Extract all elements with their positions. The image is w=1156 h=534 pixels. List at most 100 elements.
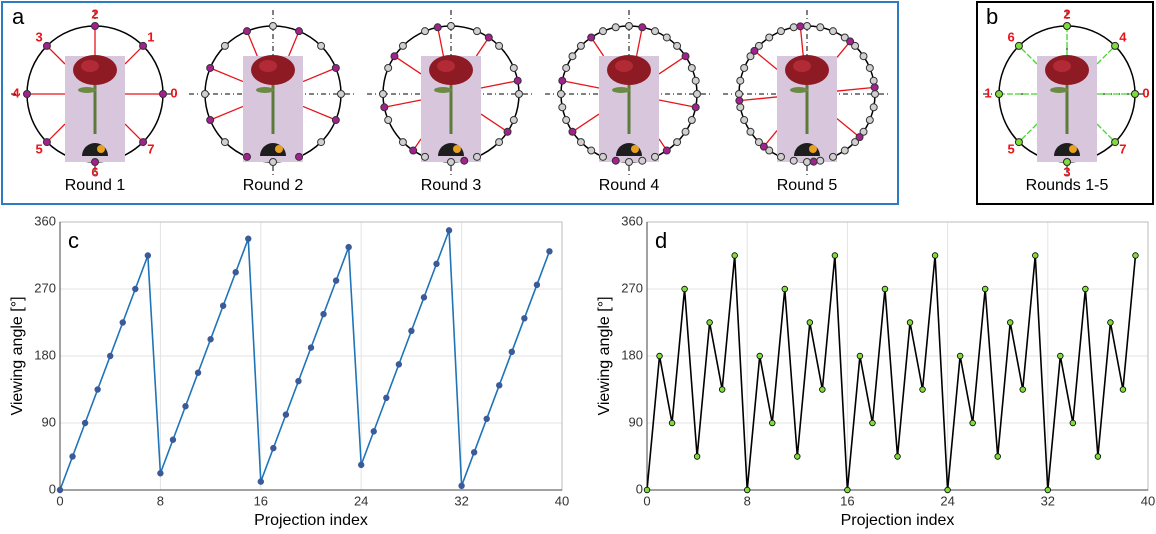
point — [981, 285, 989, 293]
angle-number: 6 — [91, 164, 98, 179]
past-dot — [789, 156, 798, 165]
point — [395, 361, 403, 368]
point — [383, 394, 390, 402]
y-tick-label: 270 — [34, 280, 56, 295]
point — [332, 277, 340, 284]
point — [744, 486, 751, 494]
panel-label: d — [655, 228, 667, 253]
past-dot — [859, 52, 868, 61]
ray — [288, 30, 300, 57]
angle-number: 5 — [1008, 141, 1015, 156]
holder-dot — [809, 145, 817, 153]
current-dot — [91, 158, 99, 166]
angle-number: 2 — [91, 6, 98, 21]
angle-number: 6 — [1008, 30, 1015, 45]
angle-number: 0 — [170, 85, 177, 100]
x-tick-label: 32 — [454, 493, 468, 508]
point — [132, 285, 139, 293]
current-dot — [568, 127, 577, 136]
point — [1107, 319, 1114, 326]
y-tick-label: 180 — [621, 347, 643, 362]
point — [182, 403, 189, 410]
x-axis-label: Projection index — [254, 512, 368, 529]
past-dot — [447, 158, 455, 166]
point — [869, 419, 876, 427]
point — [445, 227, 453, 234]
point — [1119, 386, 1127, 393]
past-dot — [829, 152, 838, 161]
point — [106, 352, 114, 360]
angle-number: 7 — [1119, 141, 1126, 156]
past-dot — [765, 33, 774, 42]
point — [969, 419, 976, 427]
past-dot — [765, 146, 774, 155]
angle-number: 5 — [36, 141, 43, 156]
past-dot — [673, 41, 682, 50]
rose-leaf — [256, 87, 274, 93]
current-dot — [611, 156, 620, 165]
current-dot — [331, 116, 340, 125]
past-dot — [201, 90, 209, 98]
past-dot — [557, 90, 565, 98]
point — [320, 310, 327, 318]
past-dot — [558, 103, 567, 112]
point — [94, 386, 101, 393]
ray — [1096, 45, 1116, 65]
holder-dot — [1069, 145, 1077, 153]
past-dot — [473, 27, 482, 36]
current-dot — [750, 46, 759, 55]
point — [257, 478, 264, 485]
past-dot — [735, 90, 743, 98]
current-dot — [242, 152, 251, 161]
past-dot — [420, 27, 429, 36]
point — [144, 252, 152, 259]
rose-leaf — [1050, 87, 1068, 93]
rose-leaf — [790, 87, 808, 93]
ray — [246, 30, 258, 57]
past-dot — [673, 138, 682, 147]
point — [483, 415, 490, 423]
past-dot — [638, 156, 647, 165]
point — [844, 486, 851, 494]
past-dot — [473, 152, 482, 161]
point — [1032, 252, 1039, 259]
x-tick-label: 8 — [157, 493, 164, 508]
point — [1044, 486, 1051, 494]
series-line — [59, 230, 551, 491]
point — [546, 248, 553, 255]
point — [345, 243, 352, 251]
round-label: Round 2 — [243, 177, 304, 194]
x-tick-label: 40 — [555, 493, 569, 508]
y-tick-label: 0 — [636, 481, 643, 496]
point — [219, 302, 227, 309]
current-dot — [796, 22, 805, 31]
past-dot — [398, 138, 407, 147]
ray — [836, 86, 875, 92]
ray — [658, 55, 686, 75]
holder-dot — [453, 145, 461, 153]
point — [931, 252, 939, 259]
past-dot — [776, 27, 785, 36]
past-dot — [598, 152, 607, 161]
point — [706, 319, 713, 326]
point — [433, 260, 440, 268]
holder-dot — [97, 145, 105, 153]
point — [270, 444, 277, 452]
point — [856, 352, 864, 360]
point — [668, 419, 676, 427]
past-dot — [515, 90, 523, 98]
point — [245, 235, 252, 242]
point — [307, 344, 315, 351]
ray — [384, 99, 422, 108]
current-dot — [855, 133, 864, 142]
ray — [799, 26, 804, 57]
x-tick-label: 24 — [354, 493, 368, 508]
point — [169, 436, 177, 443]
point — [232, 269, 239, 276]
round-label: Round 4 — [599, 177, 660, 194]
past-dot — [829, 27, 838, 36]
round-label: Round 5 — [777, 177, 838, 194]
series-line — [646, 255, 1137, 491]
point — [956, 352, 964, 360]
